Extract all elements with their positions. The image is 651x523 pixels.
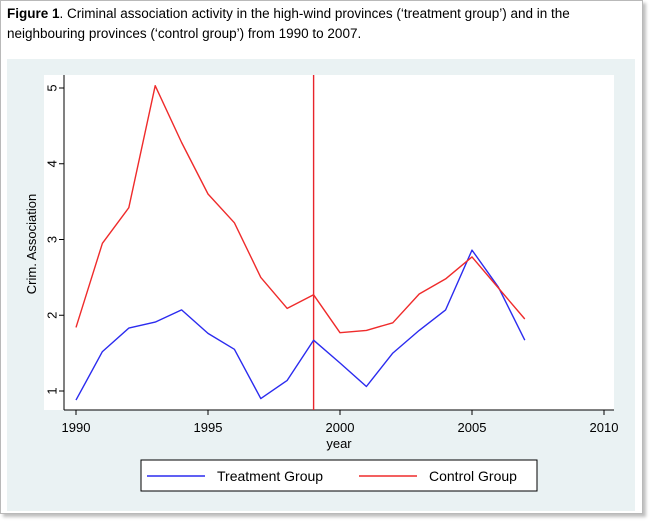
control-group-line [75, 84, 526, 334]
x-tick-label: 1995 [194, 420, 223, 435]
y-tick-label: 1 [44, 387, 59, 394]
plot-area [44, 75, 614, 410]
x-axis-title: year [326, 436, 352, 451]
figure-caption-text: . Criminal association activity in the h… [7, 6, 570, 41]
x-tick-label: 2000 [326, 420, 355, 435]
legend-label-treatment: Treatment Group [217, 468, 323, 484]
y-axis-ticks: 1 2 3 4 5 [44, 84, 64, 395]
x-tick-label: 2005 [458, 420, 487, 435]
legend-label-control: Control Group [429, 468, 517, 484]
legend: Treatment Group Control Group [147, 468, 517, 484]
x-tick-label: 1990 [62, 420, 91, 435]
series-group [75, 84, 526, 401]
y-tick-label: 4 [44, 160, 59, 167]
legend-box [140, 459, 538, 492]
y-axis-title: Crim. Association [24, 194, 39, 294]
figure-caption: Figure 1. Criminal association activity … [7, 4, 637, 44]
x-tick-label: 2010 [590, 420, 619, 435]
treatment-group-line [75, 249, 526, 401]
x-axis-ticks: 1990 1995 2000 2005 2010 [62, 410, 619, 435]
y-tick-label: 2 [44, 312, 59, 319]
y-tick-label: 5 [44, 84, 59, 91]
y-tick-label: 3 [44, 236, 59, 243]
figure-frame: Figure 1. Criminal association activity … [0, 0, 643, 514]
figure-label: Figure 1 [7, 6, 60, 21]
